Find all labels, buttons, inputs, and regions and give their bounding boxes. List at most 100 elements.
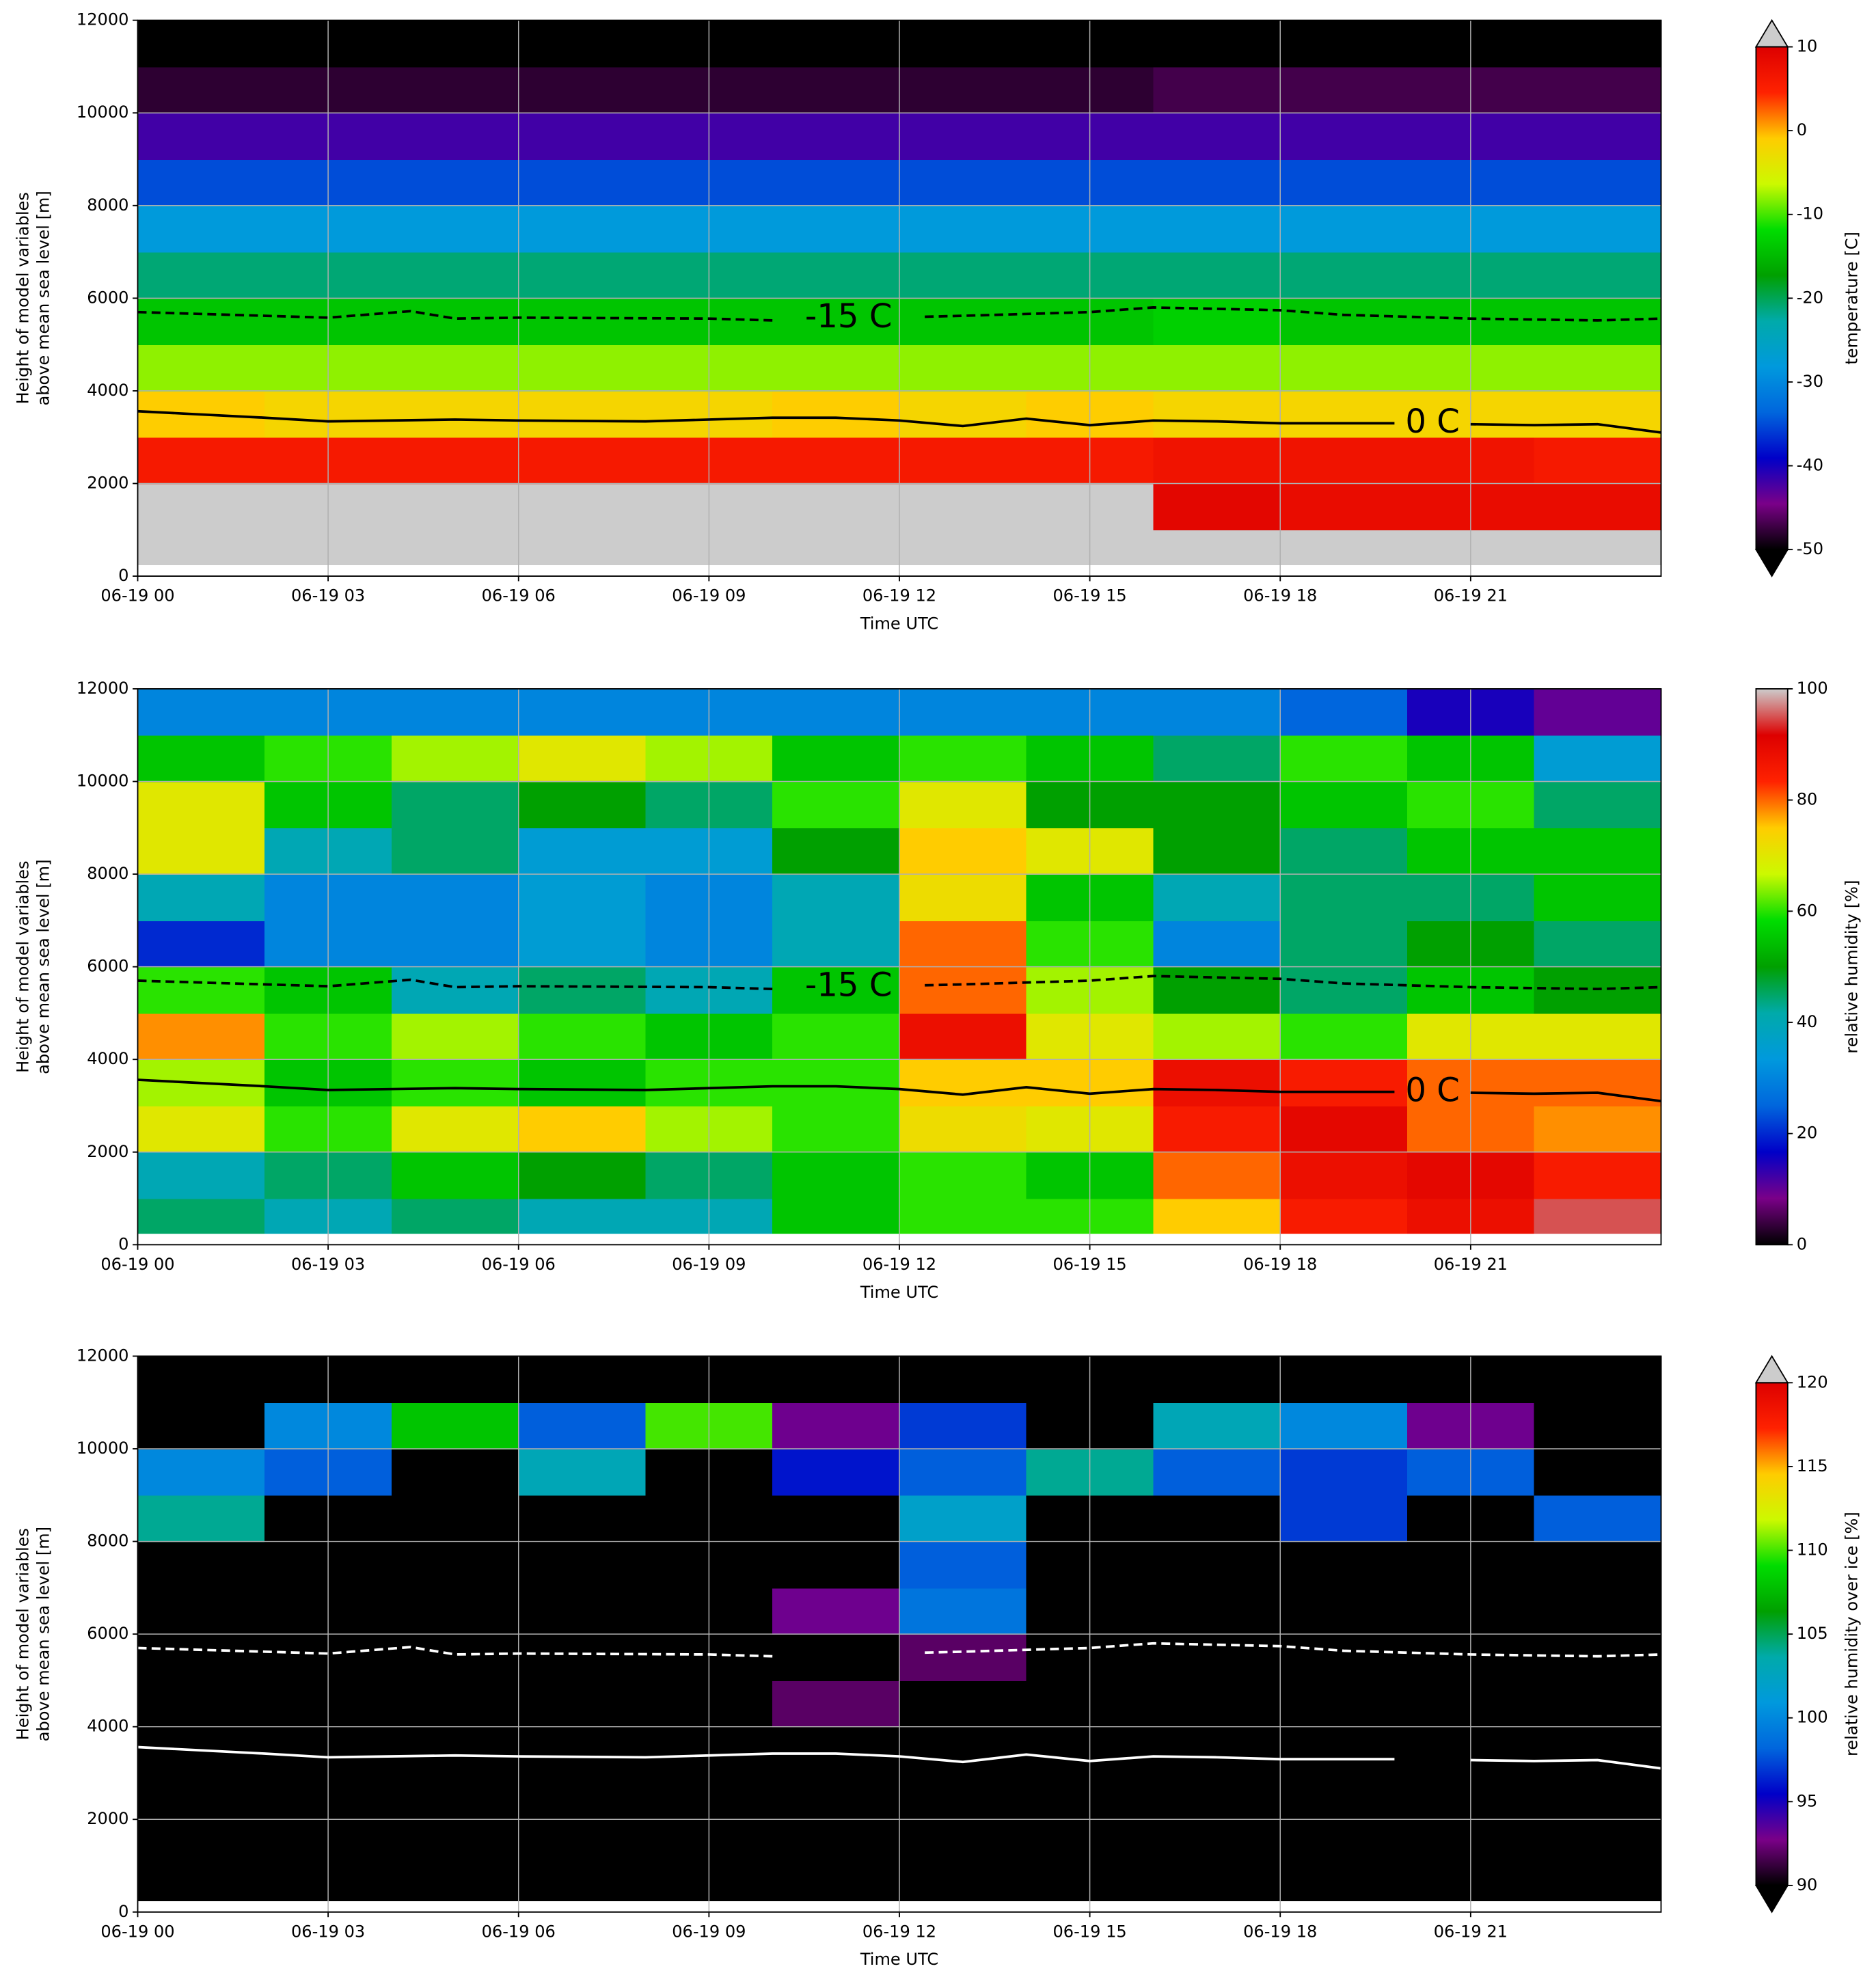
heatmap-cell [391, 298, 519, 346]
colorbar-label: relative humidity over ice [%] [1842, 1512, 1861, 1756]
heatmap-cell [1153, 1198, 1281, 1234]
heatmap-cell [518, 205, 647, 253]
heatmap-cell [391, 1634, 519, 1681]
heatmap-cell [518, 920, 647, 968]
heatmap-cell [137, 1013, 266, 1061]
heatmap-cell [772, 437, 900, 485]
heatmap-cell [391, 1541, 519, 1589]
heatmap-cell [899, 1588, 1027, 1635]
heatmap-cell [899, 390, 1027, 438]
contour-line [137, 975, 1661, 991]
heatmap-cell [899, 828, 1027, 875]
heatmap-cell [1280, 1819, 1408, 1866]
heatmap-cell [137, 20, 266, 68]
heatmap-cell [1280, 1402, 1408, 1449]
heatmap-cell [1280, 344, 1408, 392]
heatmap-cell [391, 66, 519, 114]
heatmap-cell [1280, 1634, 1408, 1681]
heatmap-cell [1153, 205, 1281, 253]
heatmap-cell [518, 113, 647, 160]
heatmap-cell [772, 20, 900, 68]
heatmap-cell [899, 298, 1027, 346]
x-tick-label: 06-19 21 [1434, 586, 1508, 605]
x-tick-label: 06-19 15 [1052, 586, 1126, 605]
heatmap-cell [391, 1059, 519, 1106]
heatmap-cell [391, 1106, 519, 1153]
colorbar-tick-label: 100 [1797, 679, 1828, 698]
heatmap-cell [1153, 1448, 1281, 1496]
heatmap-cell [518, 344, 647, 392]
heatmap-cell [772, 1013, 900, 1061]
heatmap-cell [1153, 1013, 1281, 1061]
heatmap-cell [772, 251, 900, 299]
heatmap-cell [518, 1356, 647, 1404]
heatmap [137, 20, 1662, 566]
heatmap-cell [1153, 113, 1281, 160]
heatmap-cell [1534, 66, 1662, 114]
heatmap-cell [518, 1495, 647, 1542]
heatmap-cell [391, 1402, 519, 1449]
heatmap-cell [899, 344, 1027, 392]
heatmap-cell [518, 1541, 647, 1589]
heatmap-cell [518, 1448, 647, 1496]
heatmap-cell [1534, 251, 1662, 299]
heatmap-cell [772, 113, 900, 160]
heatmap-cell [899, 688, 1027, 736]
y-tick-label: 4000 [87, 1717, 128, 1736]
heatmap-cell [391, 1448, 519, 1496]
heatmap-cell [899, 483, 1027, 531]
heatmap-cell [1280, 1680, 1408, 1728]
heatmap-cell [1153, 1819, 1281, 1866]
y-axis-label: above mean sea level [m] [33, 1527, 53, 1741]
heatmap-cell [518, 483, 647, 531]
heatmap-cell [1280, 437, 1408, 485]
heatmap-cell [137, 1198, 266, 1234]
heatmap-cell [1534, 530, 1662, 566]
heatmap-cell [1534, 735, 1662, 782]
heatmap-cell [518, 1106, 647, 1153]
heatmap-cell [137, 1541, 266, 1589]
heatmap-cell [1534, 1198, 1662, 1234]
heatmap-cell [518, 1773, 647, 1821]
heatmap-cell [899, 1402, 1027, 1449]
heatmap-cell [772, 688, 900, 736]
colorbar-extend-under [1754, 549, 1789, 577]
heatmap-cell [1280, 1059, 1408, 1106]
colorbar-tick-label: 105 [1797, 1624, 1828, 1643]
heatmap-cell [1153, 1726, 1281, 1774]
colorbar-tick-label: 0 [1797, 120, 1807, 139]
heatmap-cell [137, 1773, 266, 1821]
heatmap-cell [137, 483, 266, 531]
heatmap-cell [518, 874, 647, 921]
heatmap-cell [772, 344, 900, 392]
heatmap-cell [1534, 1402, 1662, 1449]
contour-line [137, 1745, 1661, 1770]
colorbar-tick-label: -50 [1797, 539, 1823, 558]
heatmap-cell [391, 113, 519, 160]
heatmap-cell [772, 1819, 900, 1866]
heatmap-cell [518, 251, 647, 299]
x-tick-label: 06-19 15 [1052, 1922, 1126, 1941]
contour-label: 0 C [1405, 1739, 1460, 1777]
heatmap-cell [391, 20, 519, 68]
y-tick-label: 2000 [87, 473, 128, 492]
heatmap-cell [518, 437, 647, 485]
heatmap-cell [1280, 781, 1408, 829]
heatmap-cell [137, 159, 266, 206]
heatmap-cell [518, 159, 647, 206]
y-tick-label: 6000 [87, 957, 128, 976]
heatmap-cell [1280, 205, 1408, 253]
heatmap-cell [1280, 1356, 1408, 1404]
heatmap-cell [391, 966, 519, 1014]
heatmap-cell [518, 20, 647, 68]
heatmap-cell [137, 251, 266, 299]
heatmap-cell [391, 1013, 519, 1061]
contour-line [137, 306, 1661, 322]
heatmap-cell [137, 66, 266, 114]
y-tick-label: 10000 [77, 772, 129, 791]
heatmap-cell [137, 205, 266, 253]
heatmap-cell [772, 1402, 900, 1449]
colorbar-tick-label: 40 [1797, 1012, 1818, 1031]
heatmap-cell [518, 828, 647, 875]
